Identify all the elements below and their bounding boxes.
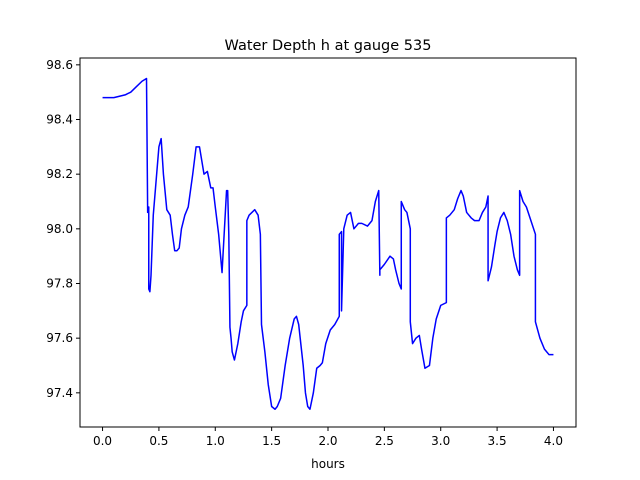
x-tick-label: 0.5: [149, 434, 168, 448]
x-tick-label: 0.0: [93, 434, 112, 448]
x-tick-label: 3.0: [431, 434, 450, 448]
y-axis: 97.4 97.6 97.8 98.0 98.2 98.4 98.6: [46, 58, 80, 400]
x-tick-label: 2.0: [318, 434, 337, 448]
chart-title: Water Depth h at gauge 535: [225, 38, 432, 54]
plot-area: [102, 77, 554, 410]
x-tick-label: 3.5: [488, 434, 507, 448]
series-line: [102, 77, 554, 410]
x-axis-label: hours: [311, 457, 345, 471]
x-tick-label: 1.5: [262, 434, 281, 448]
y-tick-label: 98.6: [46, 58, 73, 72]
x-tick-label: 1.0: [206, 434, 225, 448]
y-tick-label: 97.4: [46, 386, 73, 400]
plot-frame: [79, 57, 577, 428]
y-tick-label: 98.0: [46, 222, 73, 236]
x-tick-label: 4.0: [544, 434, 563, 448]
y-tick-label: 97.6: [46, 331, 73, 345]
y-tick-label: 98.4: [46, 113, 73, 127]
x-tick-label: 2.5: [375, 434, 394, 448]
y-tick-label: 98.2: [46, 167, 73, 181]
x-axis: 0.0 0.5 1.0 1.5 2.0 2.5 3.0 3.5 4.0: [93, 427, 563, 448]
y-tick-label: 97.8: [46, 277, 73, 291]
